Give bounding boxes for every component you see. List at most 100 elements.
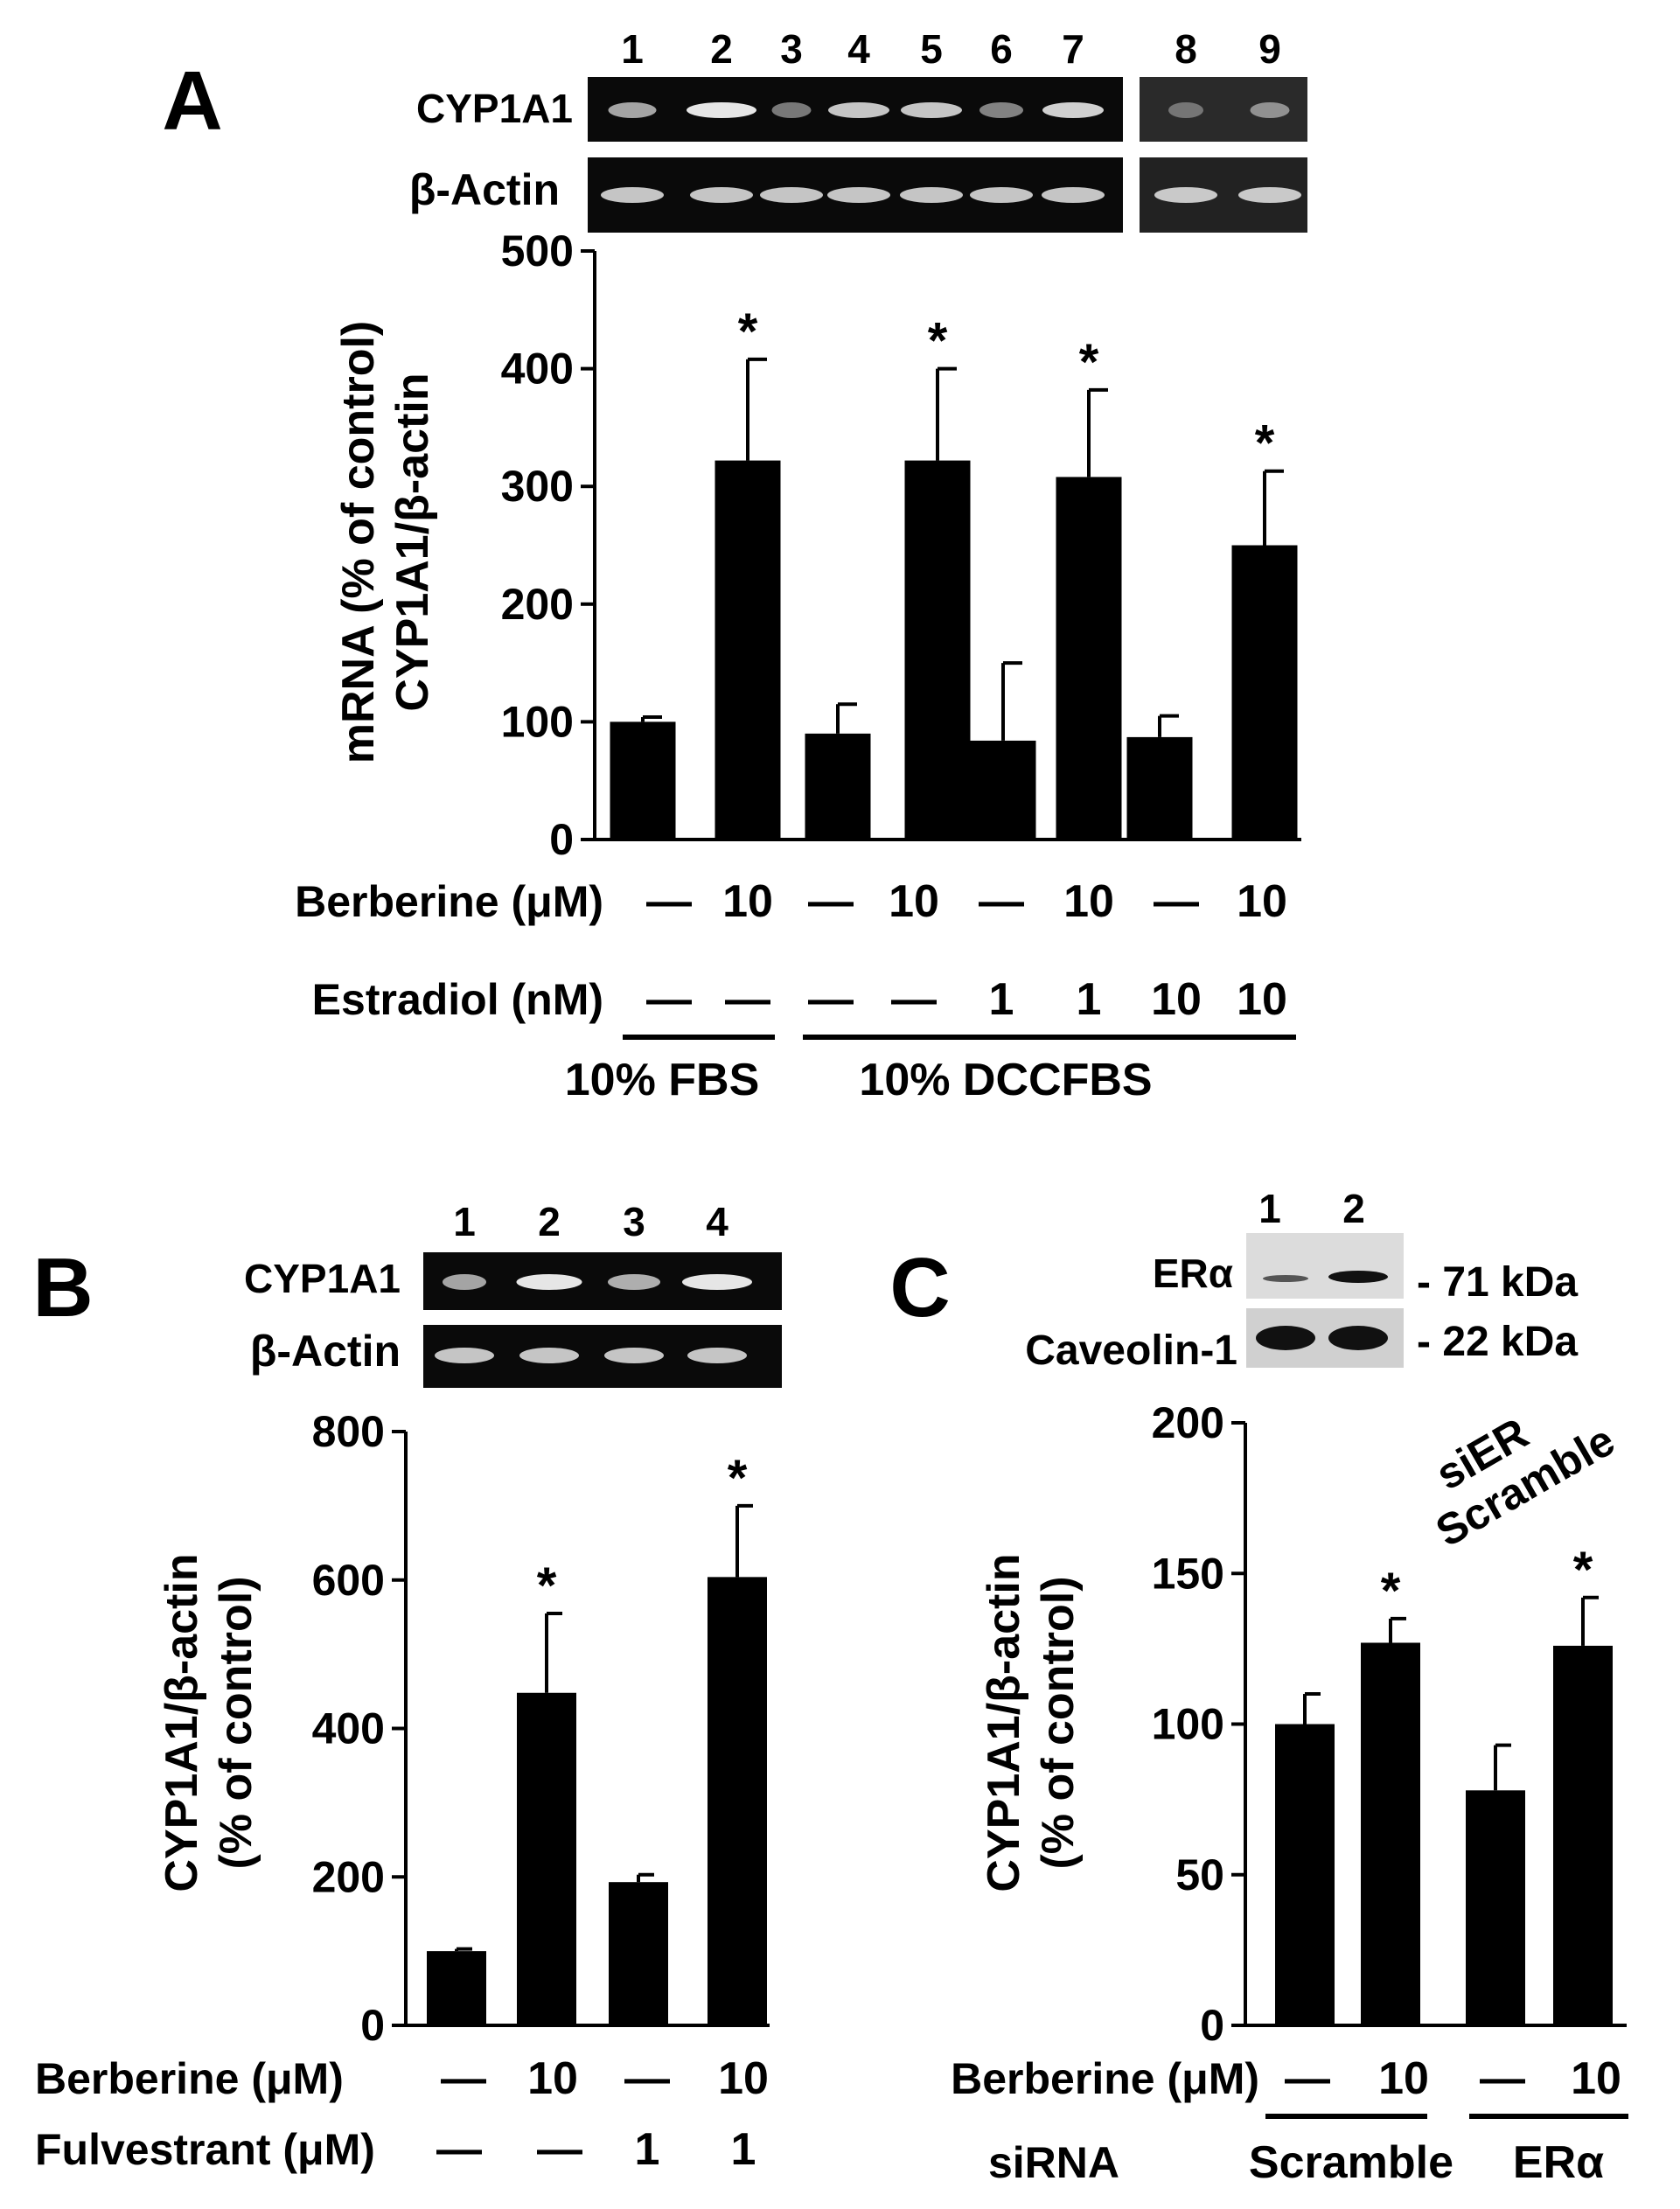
blot-band-caveolin — [1328, 1326, 1388, 1350]
gel-row-label: CYP1A1 — [244, 1256, 401, 1301]
condition-value: 10 — [527, 2053, 578, 2104]
gel-band-cyp1a1 — [608, 102, 657, 118]
significance-star: * — [537, 1557, 557, 1614]
gel-band-actin — [970, 187, 1033, 203]
condition-row-label: Berberine (μM) — [295, 877, 603, 926]
y-axis-label: (% of control) — [1033, 1576, 1084, 1869]
blot-er-alpha — [1246, 1233, 1404, 1299]
bar — [1466, 1790, 1525, 2025]
group-label: 10% FBS — [565, 1055, 760, 1105]
gel-row-label: β-Actin — [409, 165, 560, 214]
bar — [1553, 1645, 1613, 2025]
gel-lane-label: 1 — [621, 26, 644, 72]
gel-band-cyp1a1 — [771, 102, 812, 118]
y-tick-label: 800 — [312, 1407, 385, 1456]
bar — [1361, 1642, 1420, 2025]
blot-band-er-alpha — [1328, 1271, 1388, 1283]
blot-band-caveolin — [1256, 1326, 1315, 1350]
gel-lane-label: 9 — [1258, 26, 1281, 72]
bar — [517, 1692, 576, 2025]
y-tick-label: 200 — [501, 580, 574, 629]
gel-band-actin — [900, 187, 963, 203]
condition-value: — — [808, 876, 854, 927]
condition-value: 1 — [635, 2124, 660, 2175]
y-tick-label: 200 — [312, 1852, 385, 1901]
condition-value: — — [979, 876, 1024, 927]
condition-value: — — [436, 2124, 482, 2175]
y-tick-label: 100 — [1152, 1700, 1224, 1749]
gel-band-cyp1a1 — [828, 102, 889, 118]
y-axis-label: mRNA (% of control) — [333, 321, 384, 763]
gel-lane-label: 3 — [780, 26, 803, 72]
y-tick-label: 0 — [360, 2001, 385, 2050]
condition-value: 10 — [1571, 2053, 1621, 2104]
gel-lane-label: 2 — [710, 26, 733, 72]
blot-mw-marker: - 22 kDa — [1417, 1319, 1578, 1365]
blot-row-label: ERα — [1153, 1251, 1233, 1296]
significance-star: * — [728, 1450, 748, 1507]
bar — [904, 460, 971, 840]
significance-star: * — [1255, 415, 1275, 472]
gel-band-actin — [687, 1348, 747, 1363]
condition-value: — — [1154, 876, 1199, 927]
gel-band-actin — [1154, 187, 1217, 203]
gel-row-label: β-Actin — [250, 1327, 401, 1376]
gel-band-actin — [690, 187, 753, 203]
significance-star: * — [1381, 1563, 1401, 1620]
condition-value: 10 — [889, 876, 939, 927]
bar — [805, 733, 871, 840]
gel-band-cyp1a1 — [1168, 102, 1203, 118]
gel-band-cyp1a1 — [1250, 102, 1290, 118]
condition-value: — — [808, 974, 854, 1025]
condition-value: — — [725, 974, 770, 1025]
y-tick-label: 100 — [501, 697, 574, 746]
y-tick-label: 150 — [1152, 1549, 1224, 1598]
bar — [1231, 545, 1298, 840]
significance-star: * — [1573, 1542, 1593, 1599]
panel-label-a: A — [162, 54, 222, 148]
condition-value: 1 — [989, 974, 1014, 1025]
bar — [715, 460, 781, 840]
gel-lane-label: 1 — [453, 1199, 476, 1244]
blot-lane-label: 2 — [1342, 1186, 1365, 1231]
blot-lane-label: 1 — [1258, 1186, 1281, 1231]
gel-lane-label: 2 — [538, 1199, 561, 1244]
condition-value: 10 — [1237, 974, 1287, 1025]
gel-lane-label: 7 — [1062, 26, 1084, 72]
y-tick-label: 50 — [1175, 1850, 1224, 1899]
condition-value: 10 — [1063, 876, 1114, 927]
gel-band-cyp1a1 — [682, 1274, 752, 1290]
gel-panel-b: 1 2 3 4 CYP1A1 β-Actin — [244, 1199, 782, 1388]
panel-label-c: C — [889, 1241, 950, 1334]
gel-band-actin — [435, 1348, 494, 1363]
gel-band-actin — [760, 187, 823, 203]
gel-lane-label: 5 — [920, 26, 943, 72]
gel-band-actin — [827, 187, 890, 203]
y-tick-label: 0 — [1200, 2001, 1224, 2050]
bar — [708, 1577, 767, 2025]
condition-row-label: Fulvestrant (μM) — [35, 2125, 375, 2174]
significance-star: * — [928, 313, 948, 370]
condition-value: 1 — [731, 2124, 756, 2175]
bar — [609, 1882, 668, 2025]
gel-panel-a: 1 2 3 4 5 6 7 8 9 CYP1A1 β-Actin — [409, 26, 1307, 233]
y-tick-label: 500 — [501, 226, 574, 275]
condition-row-label: Berberine (μM) — [951, 2054, 1259, 2103]
condition-value: 10 — [718, 2053, 769, 2104]
y-axis-label: (% of control) — [211, 1576, 261, 1869]
y-tick-label: 200 — [1152, 1398, 1224, 1447]
gel-band-cyp1a1 — [687, 102, 756, 118]
gel-band-actin — [519, 1348, 579, 1363]
y-axis-label: CYP1A1/β-actin — [157, 1553, 207, 1892]
gel-band-cyp1a1 — [443, 1274, 486, 1290]
gel-band-actin — [604, 1348, 664, 1363]
condition-row-label: Berberine (μM) — [35, 2054, 344, 2103]
sirna-label: siRNA — [988, 2138, 1119, 2187]
condition-value: — — [1480, 2053, 1525, 2104]
gel-band-cyp1a1 — [979, 102, 1023, 118]
bar — [610, 721, 676, 840]
significance-star: * — [738, 303, 758, 360]
y-axis-label: CYP1A1/β-actin — [979, 1553, 1029, 1892]
y-tick-label: 0 — [549, 815, 574, 864]
